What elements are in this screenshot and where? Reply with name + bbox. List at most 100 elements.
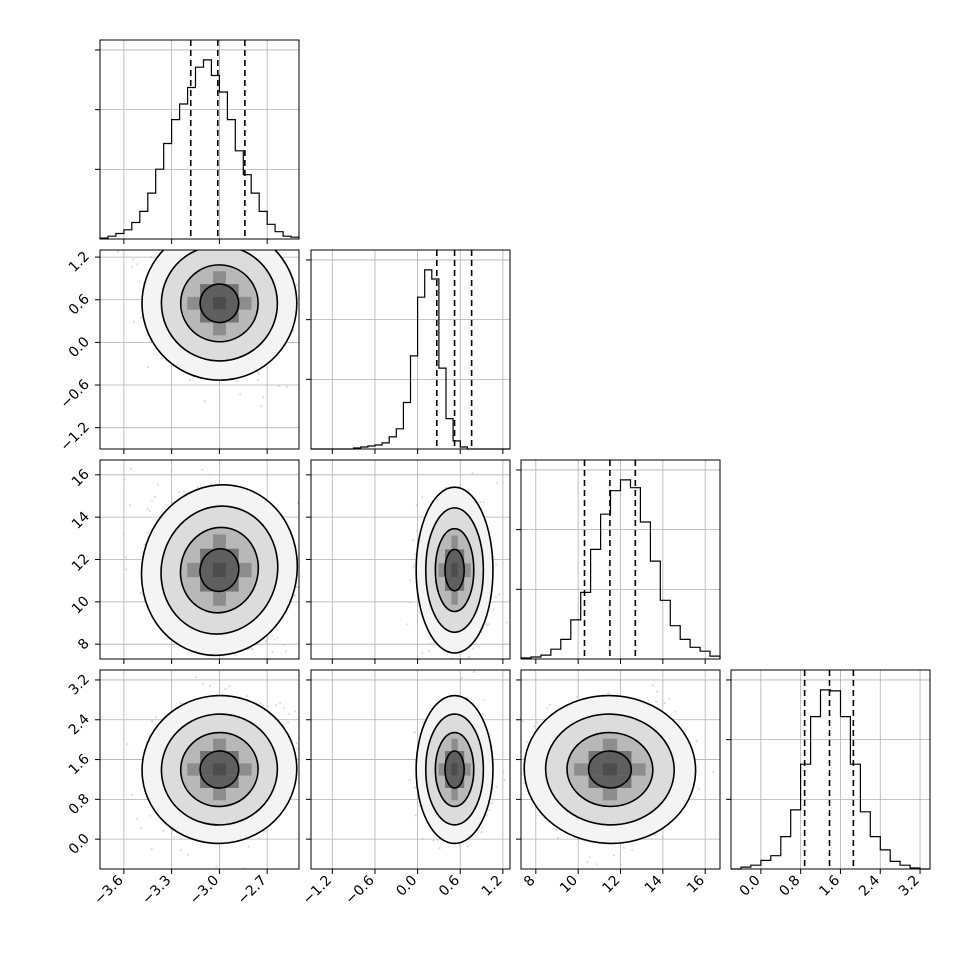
density-cell bbox=[451, 775, 458, 788]
axes-frame bbox=[730, 669, 931, 870]
density-cell bbox=[213, 548, 226, 563]
y-tick-label: 10 bbox=[69, 593, 93, 617]
sample-point bbox=[257, 837, 261, 840]
x-tick-label: 1.6 bbox=[816, 872, 843, 899]
sample-point bbox=[295, 585, 298, 588]
sample-point bbox=[487, 623, 491, 626]
sample-point bbox=[162, 829, 165, 833]
sample-point bbox=[295, 742, 298, 745]
sample-point bbox=[203, 240, 205, 242]
sample-point bbox=[277, 384, 280, 387]
contour-line bbox=[141, 250, 298, 381]
y-tick-label: 1.6 bbox=[66, 751, 93, 778]
sample-point bbox=[721, 796, 723, 798]
axes-frame bbox=[99, 39, 300, 240]
x-tick-label: 14 bbox=[642, 872, 666, 896]
sample-point bbox=[201, 228, 203, 230]
sample-point bbox=[408, 779, 411, 782]
sample-point bbox=[651, 684, 654, 687]
joint-content bbox=[512, 684, 723, 866]
sample-point bbox=[208, 473, 211, 476]
sample-point bbox=[146, 531, 150, 534]
histogram-panel-1 bbox=[306, 249, 511, 454]
sample-point bbox=[146, 507, 149, 511]
sample-point bbox=[668, 697, 671, 700]
contour-line bbox=[160, 713, 279, 826]
sample-point bbox=[661, 835, 665, 839]
sample-point bbox=[275, 628, 278, 631]
sample-point bbox=[266, 637, 269, 640]
contour-line bbox=[199, 750, 240, 789]
contour-line bbox=[566, 731, 654, 808]
sample-point bbox=[523, 782, 526, 785]
sample-point bbox=[162, 224, 164, 226]
sample-point bbox=[245, 217, 247, 219]
x-tick-label: 0.0 bbox=[393, 873, 420, 900]
sample-point bbox=[307, 721, 309, 723]
sample-point bbox=[155, 715, 158, 718]
contour-line bbox=[179, 264, 259, 343]
sample-point bbox=[695, 739, 698, 743]
sample-point bbox=[128, 503, 131, 507]
y-tick-label: 12 bbox=[69, 551, 93, 575]
sample-point bbox=[179, 702, 182, 705]
sample-point bbox=[556, 837, 560, 840]
sample-point bbox=[481, 713, 485, 716]
sample-point bbox=[586, 860, 589, 864]
sample-point bbox=[438, 847, 441, 850]
sample-point bbox=[236, 380, 239, 383]
density-cell bbox=[451, 549, 458, 564]
density-cell bbox=[445, 563, 452, 577]
sample-point bbox=[457, 458, 459, 460]
sample-point bbox=[503, 778, 506, 781]
density-cell bbox=[602, 763, 618, 776]
sample-point bbox=[421, 496, 424, 499]
contour-line bbox=[544, 713, 676, 826]
x-tick-label: 0.0 bbox=[737, 873, 764, 900]
density-cell bbox=[238, 296, 252, 310]
y-tick-label: 0.6 bbox=[66, 291, 93, 318]
density-cell bbox=[438, 763, 445, 776]
x-tick-label: −3.0 bbox=[187, 873, 222, 908]
sample-point bbox=[482, 501, 485, 504]
sample-point bbox=[213, 232, 215, 234]
sample-point bbox=[131, 265, 134, 268]
sample-point bbox=[209, 684, 212, 687]
sample-point bbox=[486, 623, 489, 626]
sample-point bbox=[471, 472, 474, 475]
sample-point bbox=[178, 491, 181, 494]
axes-frame bbox=[99, 459, 300, 660]
sample-point bbox=[494, 595, 497, 599]
sample-point bbox=[536, 721, 539, 724]
y-tick-label: 0.8 bbox=[66, 791, 93, 818]
histogram-step bbox=[520, 479, 721, 659]
sample-point bbox=[533, 725, 536, 728]
density-cell bbox=[631, 763, 646, 776]
contour-line bbox=[199, 547, 240, 593]
sample-point bbox=[157, 233, 159, 235]
density-cell bbox=[457, 563, 465, 577]
sample-point bbox=[256, 378, 259, 381]
contour-line bbox=[140, 484, 299, 657]
density-cell bbox=[238, 763, 252, 776]
sample-point bbox=[135, 817, 139, 820]
density-cell bbox=[451, 763, 458, 776]
sample-point bbox=[358, 811, 360, 813]
sample-point bbox=[512, 756, 514, 758]
contour-line bbox=[160, 505, 279, 635]
density-cell bbox=[225, 763, 239, 776]
x-tick-label: 1.2 bbox=[479, 873, 506, 900]
joint-panel-3-2 bbox=[512, 669, 723, 874]
sample-point bbox=[201, 222, 203, 224]
sample-point bbox=[124, 556, 127, 559]
y-tick-label: 8 bbox=[75, 636, 93, 654]
sample-point bbox=[622, 846, 626, 849]
density-cell bbox=[213, 763, 226, 776]
sample-point bbox=[195, 675, 198, 679]
sample-point bbox=[271, 650, 274, 654]
sample-point bbox=[175, 227, 177, 229]
sample-point bbox=[480, 831, 483, 834]
y-tick-label: 2.4 bbox=[66, 711, 93, 738]
x-tick-label: −3.6 bbox=[91, 872, 126, 907]
sample-point bbox=[150, 255, 153, 259]
